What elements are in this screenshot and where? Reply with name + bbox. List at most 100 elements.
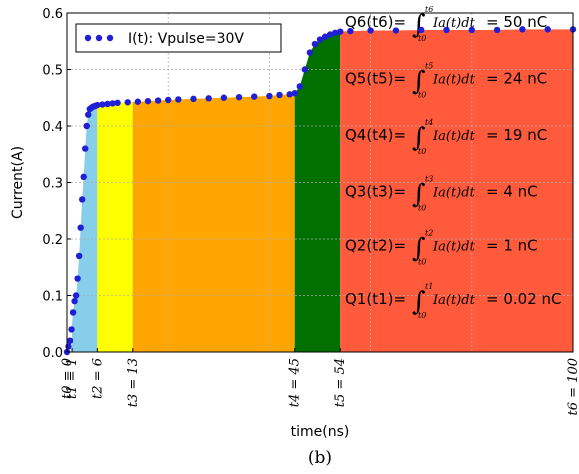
data-point <box>286 91 293 98</box>
y-tick-label: 0.4 <box>42 120 63 135</box>
data-point <box>468 26 475 34</box>
annotation-Q5: Q5(t5)= ∫t5 t0 Ia(t)dt = 24 nC <box>345 62 547 100</box>
data-point <box>326 31 334 38</box>
data-point <box>316 36 324 43</box>
integral-sign: ∫ <box>412 123 426 153</box>
data-point <box>220 94 228 101</box>
data-point <box>104 100 111 108</box>
x-ticks: t0 = 0t1 = 1 t2 = 6 t3 = 13 t4 = 45 t5 = 54 t… <box>60 348 579 415</box>
annotation-Q1: Q1(t1)= ∫t1 t0 Ia(t)dt = 0.02 nC <box>345 282 561 320</box>
legend-marker <box>84 34 92 42</box>
region-3 <box>132 93 295 352</box>
data-point <box>72 292 80 299</box>
integrand: Ia(t)dt <box>432 186 476 201</box>
y-ticks: 0.0 0.1 0.2 0.3 0.4 0.5 0.6 <box>42 7 71 361</box>
data-point <box>337 28 344 35</box>
figure-caption: (b) <box>308 448 332 468</box>
data-point <box>99 101 106 108</box>
integrand: Ia(t)dt <box>432 16 476 31</box>
x-tick-label: t0 = 0 <box>60 358 75 399</box>
data-point <box>74 275 81 282</box>
data-point <box>301 66 309 73</box>
legend-marker <box>106 34 114 42</box>
annotation-label: Q4(t4)= <box>345 126 406 144</box>
upper-limit: t5 <box>425 62 433 71</box>
legend-marker <box>95 34 103 42</box>
data-point <box>276 91 283 99</box>
data-point <box>71 297 78 305</box>
lower-limit: t0 <box>418 204 426 213</box>
data-point <box>165 96 172 104</box>
lower-limit: t0 <box>418 34 426 43</box>
lower-limit: t0 <box>418 311 426 320</box>
y-tick-label: 0.1 <box>42 290 63 305</box>
data-point <box>69 309 77 316</box>
data-point <box>82 145 89 152</box>
y-axis-label: Current(A) <box>10 146 26 219</box>
x-tick-label: t4 = 45 <box>288 358 303 407</box>
data-point <box>77 224 84 231</box>
region-1 <box>72 105 98 352</box>
data-point <box>114 99 121 107</box>
data-point <box>321 33 329 40</box>
annotation-Q2: Q2(t2)= ∫t2 t0 Ia(t)dt = 1 nC <box>345 228 538 266</box>
data-point <box>75 252 83 260</box>
x-tick-label: t5 = 54 <box>333 358 348 407</box>
integrand: Ia(t)dt <box>432 239 476 254</box>
annotation-label: Q6(t6)= <box>345 13 406 31</box>
data-point <box>266 92 273 100</box>
data-point <box>296 83 303 90</box>
data-point <box>347 27 354 35</box>
y-tick-label: 0.6 <box>42 7 63 22</box>
annotation-Q3: Q3(t3)= ∫t3 t0 Ia(t)dt = 4 nC <box>345 175 538 213</box>
integral-sign: ∫ <box>412 233 426 263</box>
annotation-value: = 24 nC <box>486 70 547 88</box>
data-point <box>190 95 197 103</box>
data-point <box>205 95 212 102</box>
x-tick-label: t2 = 6 <box>90 358 105 399</box>
data-point <box>392 27 400 34</box>
series-markers <box>63 26 577 356</box>
data-point <box>235 93 243 101</box>
annotation-label: Q1(t1)= <box>345 290 406 308</box>
annotation-value: = 19 nC <box>486 126 547 144</box>
data-point <box>311 40 319 48</box>
data-point <box>291 90 298 97</box>
region-4 <box>294 31 341 353</box>
integrand: Ia(t)dt <box>432 73 476 88</box>
x-tick-label: t6 = 100 <box>566 358 579 415</box>
data-point <box>94 101 101 109</box>
y-tick-label: 0.0 <box>42 346 63 361</box>
integral-sign: ∫ <box>412 67 426 97</box>
data-point <box>109 100 116 107</box>
upper-limit: t4 <box>425 118 433 127</box>
data-point <box>331 29 339 36</box>
y-tick-label: 0.2 <box>42 233 63 248</box>
annotation-value: = 0.02 nC <box>486 290 561 308</box>
lower-limit: t0 <box>418 257 426 266</box>
data-point <box>443 26 450 34</box>
data-point <box>66 337 74 344</box>
data-point <box>367 27 374 34</box>
upper-limit: t3 <box>425 175 433 184</box>
data-point <box>493 26 501 34</box>
data-point <box>78 196 86 203</box>
data-point <box>83 122 90 130</box>
lower-limit: t0 <box>418 91 426 100</box>
data-point <box>65 343 72 350</box>
integral-sign: ∫ <box>412 287 426 317</box>
annotation-label: Q5(t5)= <box>345 70 406 88</box>
region-2 <box>97 101 133 352</box>
annotation-value: = 4 nC <box>486 183 538 201</box>
integrand: Ia(t)dt <box>432 129 476 144</box>
data-point <box>175 96 182 103</box>
legend-label: I(t): Vpulse=30V <box>128 31 244 47</box>
y-tick-label: 0.3 <box>42 177 63 192</box>
y-tick-label: 0.5 <box>42 64 63 79</box>
integral-sign: ∫ <box>412 180 426 210</box>
region-5 <box>340 29 573 352</box>
data-point <box>80 173 87 181</box>
x-tick-label: t3 = 13 <box>126 358 141 407</box>
